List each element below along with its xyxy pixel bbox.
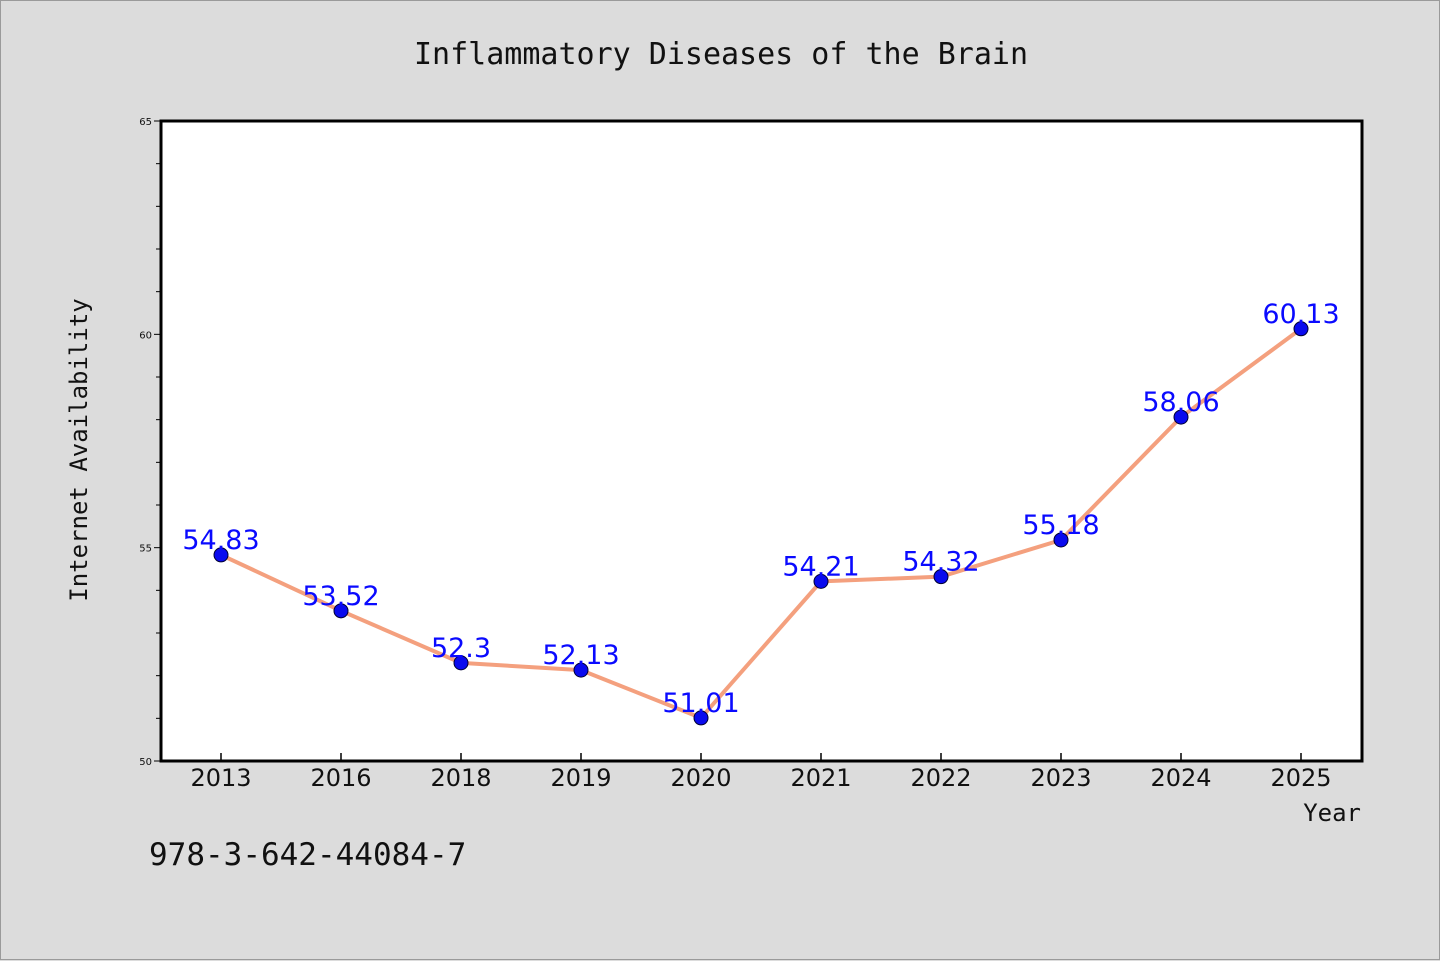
isbn-footnote: 978-3-642-44084-7 bbox=[149, 837, 466, 873]
x-tick-label: 2013 bbox=[190, 764, 251, 792]
x-tick-label: 2023 bbox=[1030, 764, 1091, 792]
y-tick-label: 55 bbox=[139, 544, 152, 555]
y-axis: 50 55 60 65 bbox=[139, 117, 161, 768]
x-tick-label: 2016 bbox=[310, 764, 371, 792]
x-axis-title: Year bbox=[1303, 799, 1361, 827]
data-point bbox=[1053, 532, 1069, 548]
data-label: 53.52 bbox=[302, 581, 379, 612]
data-label: 52.3 bbox=[431, 633, 491, 664]
x-tick-label: 2018 bbox=[430, 764, 491, 792]
data-label: 54.21 bbox=[782, 551, 859, 582]
data-label: 54.83 bbox=[182, 525, 259, 556]
x-tick-label: 2020 bbox=[670, 764, 731, 792]
series-layer: 54.83 53.52 52.3 52.13 51.01 54.21 54.32 55.18 5… bbox=[182, 299, 1340, 726]
x-tick-label: 2022 bbox=[910, 764, 971, 792]
data-point bbox=[213, 547, 229, 563]
data-point bbox=[453, 655, 469, 671]
y-tick-label: 65 bbox=[139, 117, 152, 128]
data-point bbox=[933, 569, 949, 585]
plot-area bbox=[159, 119, 1364, 763]
data-point bbox=[1173, 409, 1189, 425]
data-label: 51.01 bbox=[662, 688, 739, 719]
data-label: 60.13 bbox=[1262, 299, 1339, 330]
data-point bbox=[693, 710, 709, 726]
data-point bbox=[333, 603, 349, 619]
data-point bbox=[1293, 321, 1309, 337]
series-line bbox=[220, 327, 1303, 720]
x-tick-label: 2019 bbox=[550, 764, 611, 792]
data-label: 54.32 bbox=[902, 547, 979, 578]
data-point bbox=[813, 573, 829, 589]
x-tick-label: 2021 bbox=[790, 764, 851, 792]
data-label: 52.13 bbox=[542, 640, 619, 671]
data-label: 58.06 bbox=[1142, 387, 1219, 418]
x-axis: 2013 2016 2018 2019 2020 2021 2022 2023 2024 2025 bbox=[190, 753, 1332, 792]
data-label: 55.18 bbox=[1022, 510, 1099, 541]
chart-title: Inflammatory Diseases of the Brain bbox=[414, 37, 1028, 72]
y-tick-label: 50 bbox=[139, 757, 152, 768]
x-tick-label: 2024 bbox=[1150, 764, 1211, 792]
y-tick-label: 60 bbox=[139, 330, 152, 341]
data-point bbox=[573, 662, 589, 678]
x-tick-label: 2025 bbox=[1270, 764, 1331, 792]
y-axis-title: Internet Availability bbox=[65, 298, 93, 601]
